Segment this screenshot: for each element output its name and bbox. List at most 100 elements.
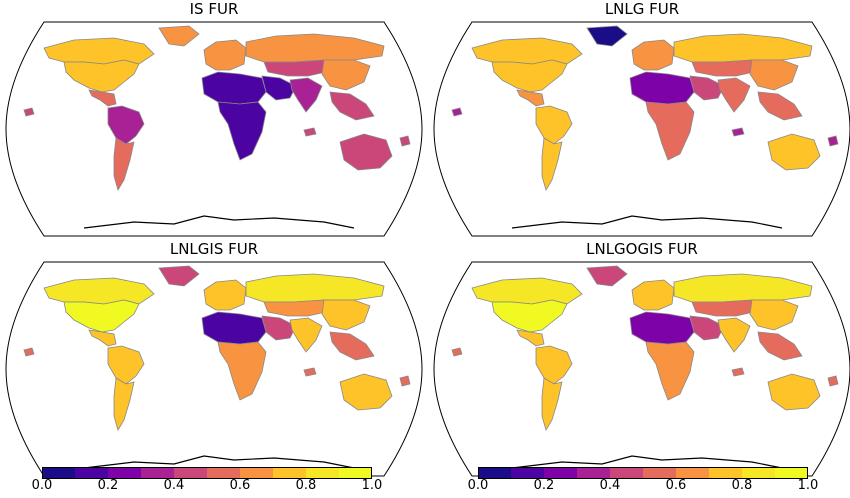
region-south-america-south <box>541 137 563 191</box>
region-north-america <box>491 299 568 333</box>
colorbar-bin <box>174 467 208 479</box>
colorbar-bin <box>775 467 808 479</box>
colorbar-tick-label: 0.2 <box>533 478 555 493</box>
colorbar-bin <box>273 467 307 479</box>
antarctica-coastline <box>83 215 355 229</box>
region-central-america <box>516 329 545 347</box>
region-greenland <box>586 25 628 47</box>
colorbar-bin <box>610 467 644 479</box>
region-greenland <box>586 265 628 287</box>
region-greenland <box>158 265 200 287</box>
colorbar-tick-label: 0.0 <box>31 478 53 493</box>
region-europe <box>203 39 247 71</box>
colorbar-gradient <box>42 467 372 479</box>
region-south-america-south <box>541 377 563 431</box>
panel-title: LNLGIS FUR <box>169 240 259 258</box>
colorbar-tick-label: 1.0 <box>797 478 819 493</box>
colorbar-bin <box>511 467 545 479</box>
region-australia <box>339 373 393 411</box>
panel-title: LNLGOGIS FUR <box>586 240 698 258</box>
region-southeast-asia <box>329 331 375 361</box>
region-central-america <box>516 89 545 107</box>
world-map <box>5 21 423 237</box>
region-oceania <box>23 347 411 387</box>
region-southeast-asia <box>757 91 803 121</box>
world-map <box>433 261 850 477</box>
region-central-asia <box>691 59 755 77</box>
colorbar-bin <box>75 467 109 479</box>
region-east-asia <box>749 59 799 91</box>
region-north-africa <box>629 71 695 105</box>
colorbar-bin <box>207 467 241 479</box>
region-middle-east <box>689 75 725 101</box>
region-north-america <box>63 59 140 93</box>
region-south-asia <box>717 317 751 353</box>
colorbar-bin <box>240 467 274 479</box>
region-central-america <box>88 89 117 107</box>
region-south-america <box>535 345 573 385</box>
region-central-america <box>88 329 117 347</box>
region-australia <box>339 133 393 171</box>
region-east-asia <box>321 59 371 91</box>
colorbar-bin <box>108 467 142 479</box>
colorbar-tick-label: 0.4 <box>599 478 621 493</box>
colorbar-bin <box>709 467 743 479</box>
colorbar-left: 0.0 0.2 0.4 0.6 0.8 1.0 <box>32 467 382 497</box>
colorbar-bin <box>306 467 340 479</box>
map-panel-lnlgogis-fur: LNLGOGIS FUR <box>432 240 850 478</box>
colorbar-border <box>42 467 372 479</box>
region-central-asia <box>691 299 755 317</box>
region-russia <box>673 273 813 303</box>
colorbar-bin <box>544 467 578 479</box>
colorbar-right: 0.0 0.2 0.4 0.6 0.8 1.0 <box>468 467 818 497</box>
region-north-america <box>63 299 140 333</box>
region-subsaharan-africa <box>217 101 267 161</box>
colorbar-border <box>478 467 808 479</box>
region-central-asia <box>263 299 327 317</box>
colorbar-bin <box>577 467 611 479</box>
region-north-africa <box>201 71 267 105</box>
region-oceania <box>451 347 839 387</box>
antarctica-coastline <box>511 455 783 469</box>
region-oceania <box>451 107 839 147</box>
region-central-asia <box>263 59 327 77</box>
region-east-asia <box>749 299 799 331</box>
colorbar-bin <box>42 467 76 479</box>
region-south-america <box>107 345 145 385</box>
region-australia <box>767 133 821 171</box>
colorbar-bin <box>478 467 512 479</box>
region-europe <box>203 279 247 311</box>
colorbar-tick-label: 0.4 <box>163 478 185 493</box>
colorbar-tick-label: 0.6 <box>229 478 251 493</box>
region-europe <box>631 279 675 311</box>
map-panel-lnlgis-fur: LNLGIS FUR <box>4 240 424 478</box>
world-map <box>433 21 850 237</box>
map-panel-is-fur: IS FUR <box>4 0 424 238</box>
region-south-america-south <box>113 137 135 191</box>
region-australia <box>767 373 821 411</box>
colorbar-tick-label: 0.2 <box>97 478 119 493</box>
map-panel-lnlg-fur: LNLG FUR <box>432 0 850 238</box>
region-russia <box>673 33 813 63</box>
region-middle-east <box>261 75 297 101</box>
colorbar-bin <box>676 467 710 479</box>
region-subsaharan-africa <box>217 341 267 401</box>
colorbar-tick-label: 0.6 <box>665 478 687 493</box>
region-south-asia <box>289 317 323 353</box>
region-north-africa <box>201 311 267 345</box>
colorbar-bin <box>643 467 677 479</box>
region-north-america <box>491 59 568 93</box>
colorbar-bin <box>141 467 175 479</box>
region-south-america <box>535 105 573 145</box>
colorbar-tick-label: 0.0 <box>467 478 489 493</box>
region-russia <box>245 273 385 303</box>
antarctica-coastline <box>511 215 783 229</box>
region-southeast-asia <box>757 331 803 361</box>
region-east-asia <box>321 299 371 331</box>
colorbar-bin <box>339 467 372 479</box>
region-south-asia <box>289 77 323 113</box>
world-map <box>5 261 423 477</box>
region-subsaharan-africa <box>645 101 695 161</box>
colorbar-gradient <box>478 467 808 479</box>
region-south-america-south <box>113 377 135 431</box>
